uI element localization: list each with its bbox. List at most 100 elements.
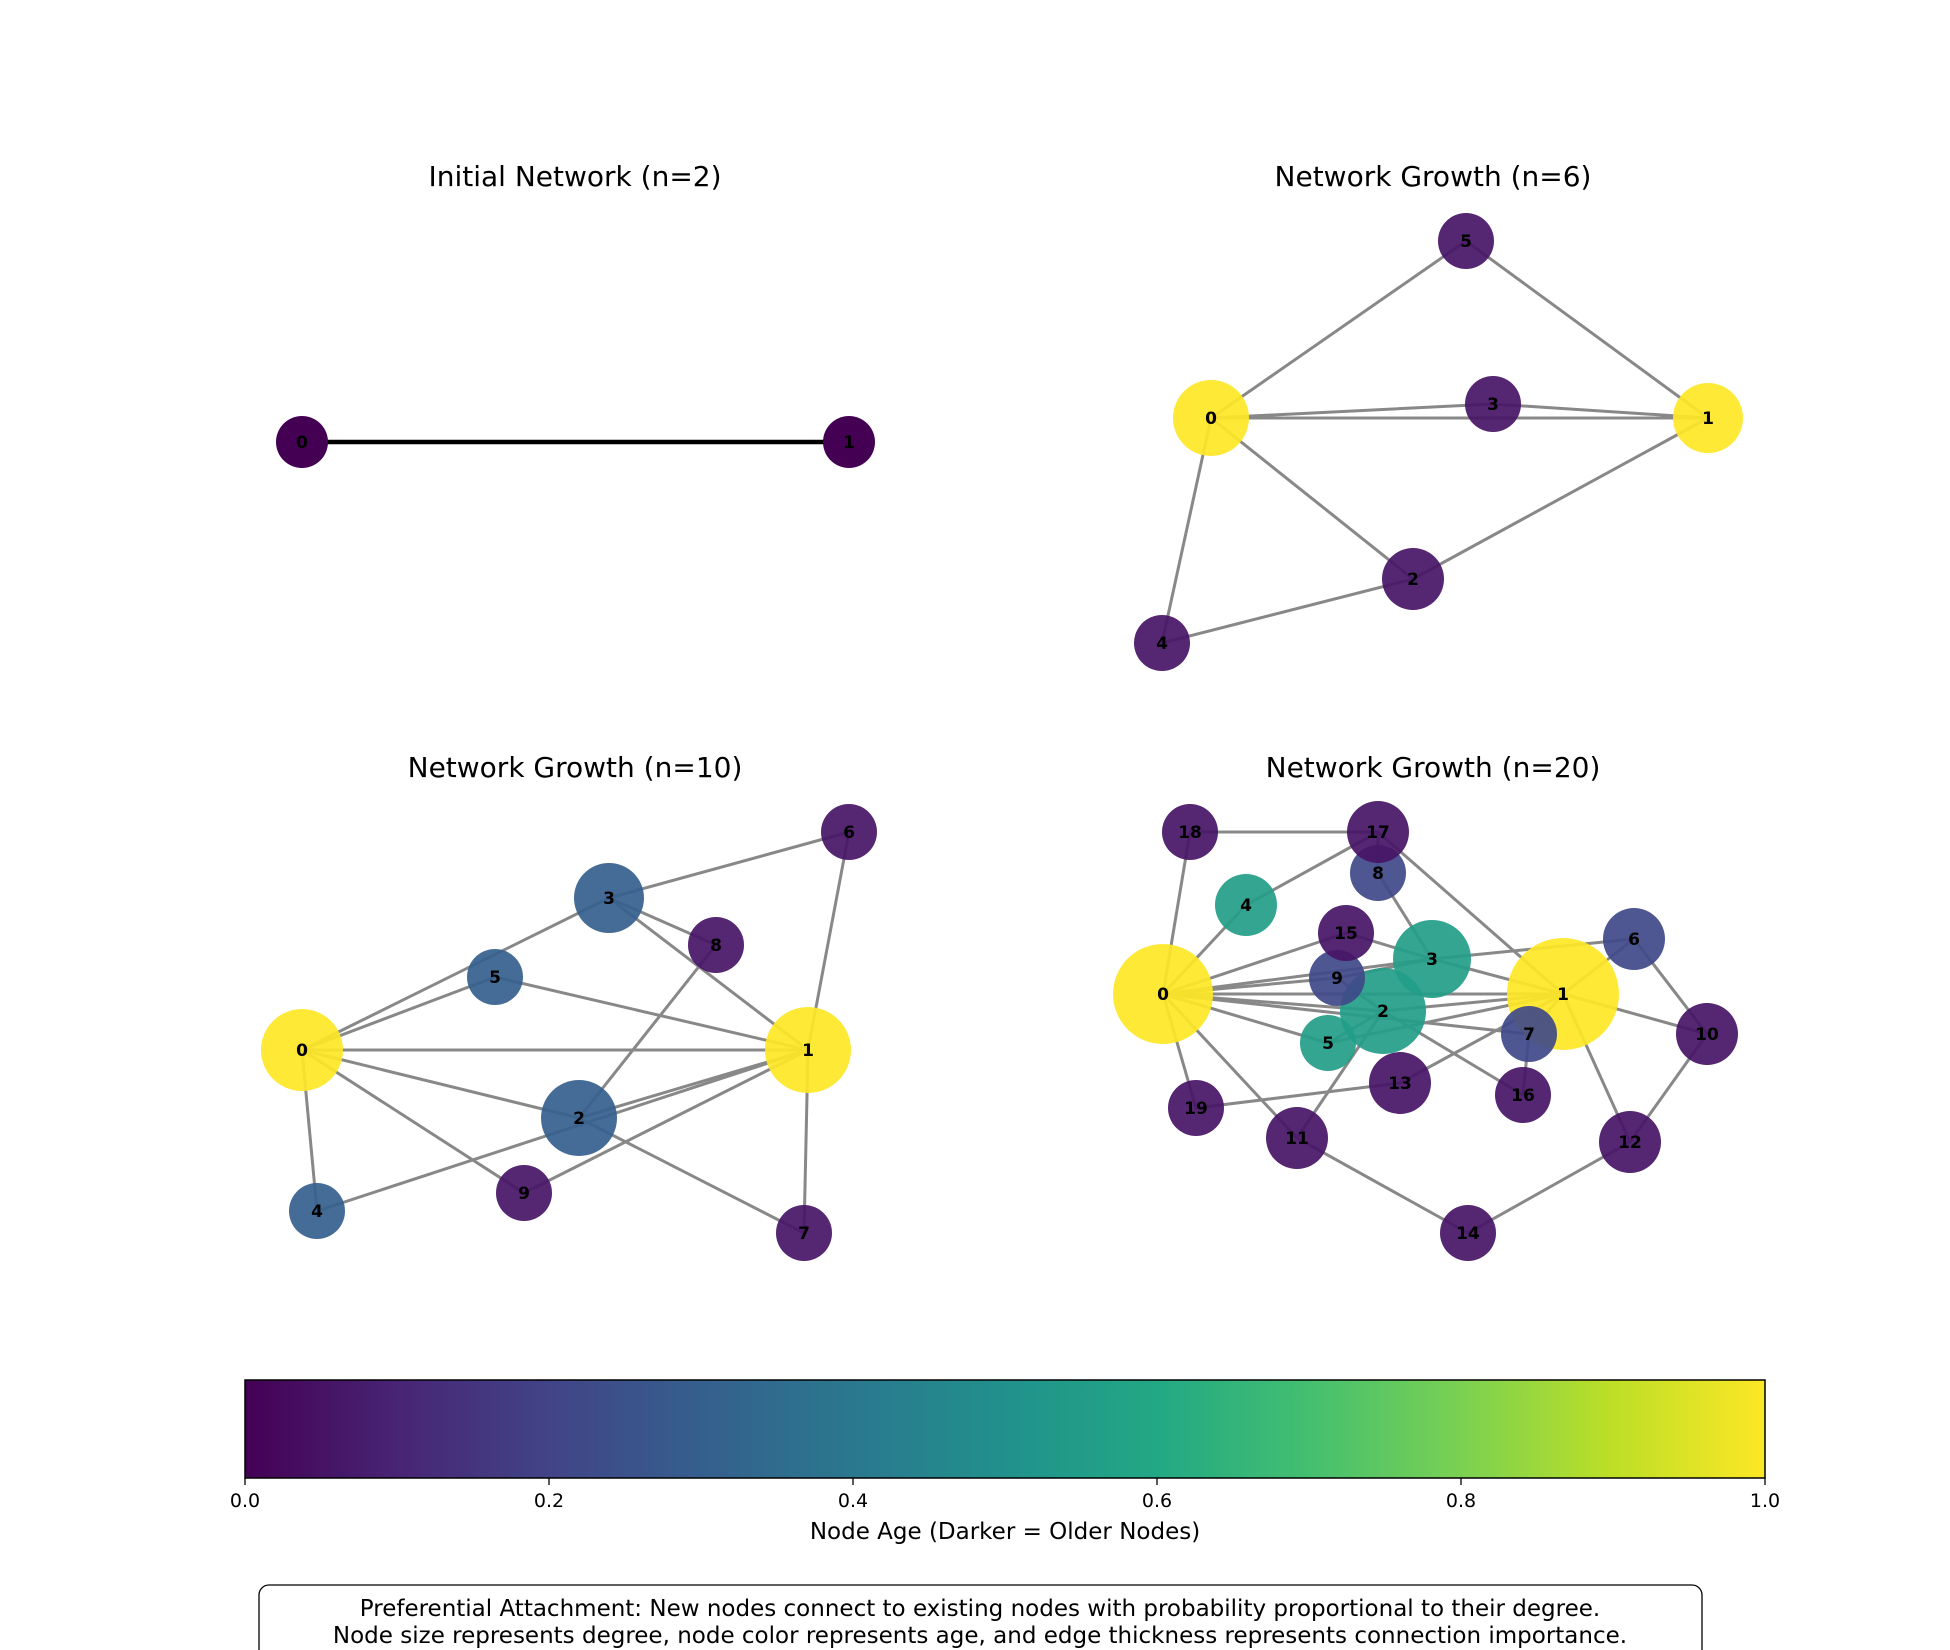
node-label-11: 11 [1285, 1129, 1309, 1149]
node-label-0: 0 [1157, 985, 1169, 1005]
edge-2-7 [577, 1116, 806, 1235]
colorbar-tick-label: 0.6 [1142, 1490, 1172, 1512]
node-6 [1603, 908, 1665, 970]
colorbar-tick-label: 0.0 [230, 1490, 260, 1512]
edge-1-9 [522, 1048, 810, 1195]
node-label-1: 1 [1557, 985, 1569, 1005]
node-3 [574, 863, 644, 933]
edge-0-3 [1209, 402, 1495, 420]
panel-title-3: Network Growth (n=10) [408, 751, 743, 784]
edge-0-3 [300, 896, 611, 1052]
node-label-1: 1 [802, 1041, 814, 1061]
edges [1160, 239, 1710, 645]
colorbar-tick-label: 0.8 [1446, 1490, 1476, 1512]
colorbar-label: Node Age (Darker = Older Nodes) [810, 1519, 1200, 1545]
panel-title-1: Initial Network (n=2) [428, 160, 721, 193]
node-label-14: 14 [1456, 1224, 1480, 1244]
panel-title-2: Network Growth (n=6) [1275, 160, 1592, 193]
node-3 [1393, 920, 1471, 998]
caption-line-1: Preferential Attachment: New nodes conne… [360, 1596, 1600, 1622]
node-8 [688, 917, 744, 973]
node-0 [1113, 944, 1213, 1044]
node-7 [1501, 1006, 1557, 1062]
node-4 [289, 1183, 345, 1239]
node-10 [1676, 1003, 1738, 1065]
colorbar-tick-label: 0.2 [534, 1490, 564, 1512]
node-label-1: 1 [843, 433, 855, 453]
node-5 [1438, 213, 1494, 269]
nodes: 0 1 2 3 4 5 [1134, 213, 1743, 671]
node-3 [1465, 376, 1521, 432]
node-5 [467, 949, 523, 1005]
colorbar-ticks: 0.0 0.2 0.4 0.6 0.8 1.0 [230, 1478, 1780, 1512]
node-label-12: 12 [1618, 1133, 1642, 1153]
node-label-0: 0 [296, 1041, 308, 1061]
node-4 [1134, 615, 1190, 671]
colorbar-tick-label: 1.0 [1750, 1490, 1780, 1512]
node-label-5: 5 [489, 968, 501, 988]
colorbar: 0.0 0.2 0.4 0.6 0.8 1.0 Node Age (Darker = Ol… [230, 1379, 1780, 1545]
node-label-4: 4 [311, 1202, 323, 1222]
edge-2-1 [1411, 416, 1710, 581]
node-5 [1300, 1015, 1356, 1071]
nodes: 0 1 2 3 4 5 6 7 8 9 [261, 804, 877, 1261]
node-label-6: 6 [843, 823, 855, 843]
node-label-3: 3 [1487, 395, 1499, 415]
node-label-2: 2 [1407, 570, 1419, 590]
caption-line-2: Node size represents degree, node color … [333, 1623, 1627, 1649]
edge-0-2 [300, 1048, 581, 1120]
colorbar-gradient [244, 1379, 1766, 1479]
node-label-7: 7 [1523, 1025, 1535, 1045]
colorbar-tick-label: 0.4 [838, 1490, 868, 1512]
node-9 [1309, 950, 1365, 1006]
edge-5-1 [493, 975, 810, 1052]
node-18 [1162, 804, 1218, 860]
edge-0-9 [300, 1048, 526, 1195]
edge-11-14 [1295, 1136, 1470, 1235]
panel-title-4: Network Growth (n=20) [1266, 751, 1601, 784]
node-1 [765, 1007, 851, 1093]
edge-4-2 [1160, 577, 1415, 645]
node-label-17: 17 [1366, 823, 1390, 843]
node-label-6: 6 [1628, 930, 1640, 950]
node-2 [541, 1080, 617, 1156]
node-label-9: 9 [518, 1184, 530, 1204]
node-label-16: 16 [1511, 1086, 1535, 1106]
node-1 [823, 416, 875, 468]
network-graph-n10: 0 1 2 3 4 5 6 7 8 9 [261, 804, 877, 1261]
edge-13-19 [1194, 1081, 1402, 1110]
node-0 [1173, 380, 1249, 456]
node-label-19: 19 [1184, 1099, 1208, 1119]
node-label-3: 3 [603, 889, 615, 909]
node-label-5: 5 [1322, 1034, 1334, 1054]
node-label-15: 15 [1334, 924, 1358, 944]
node-label-0: 0 [1205, 409, 1217, 429]
node-label-0: 0 [296, 433, 308, 453]
node-label-13: 13 [1388, 1074, 1412, 1094]
node-4 [1215, 874, 1277, 936]
edge-5-1 [1464, 239, 1710, 420]
node-16 [1495, 1067, 1551, 1123]
caption-box: Preferential Attachment: New nodes conne… [258, 1584, 1703, 1650]
node-15 [1318, 905, 1374, 961]
node-label-18: 18 [1178, 823, 1202, 843]
node-label-2: 2 [1377, 1002, 1389, 1022]
node-0 [261, 1009, 343, 1091]
edge-0-4 [1160, 416, 1213, 645]
node-label-3: 3 [1426, 950, 1438, 970]
node-19 [1168, 1080, 1224, 1136]
node-label-8: 8 [1372, 864, 1384, 884]
node-label-4: 4 [1240, 896, 1252, 916]
node-1 [1673, 383, 1743, 453]
node-14 [1440, 1205, 1496, 1261]
node-label-8: 8 [710, 936, 722, 956]
node-0 [276, 416, 328, 468]
node-label-7: 7 [798, 1224, 810, 1244]
edge-0-2 [1209, 416, 1415, 581]
node-13 [1369, 1052, 1431, 1114]
